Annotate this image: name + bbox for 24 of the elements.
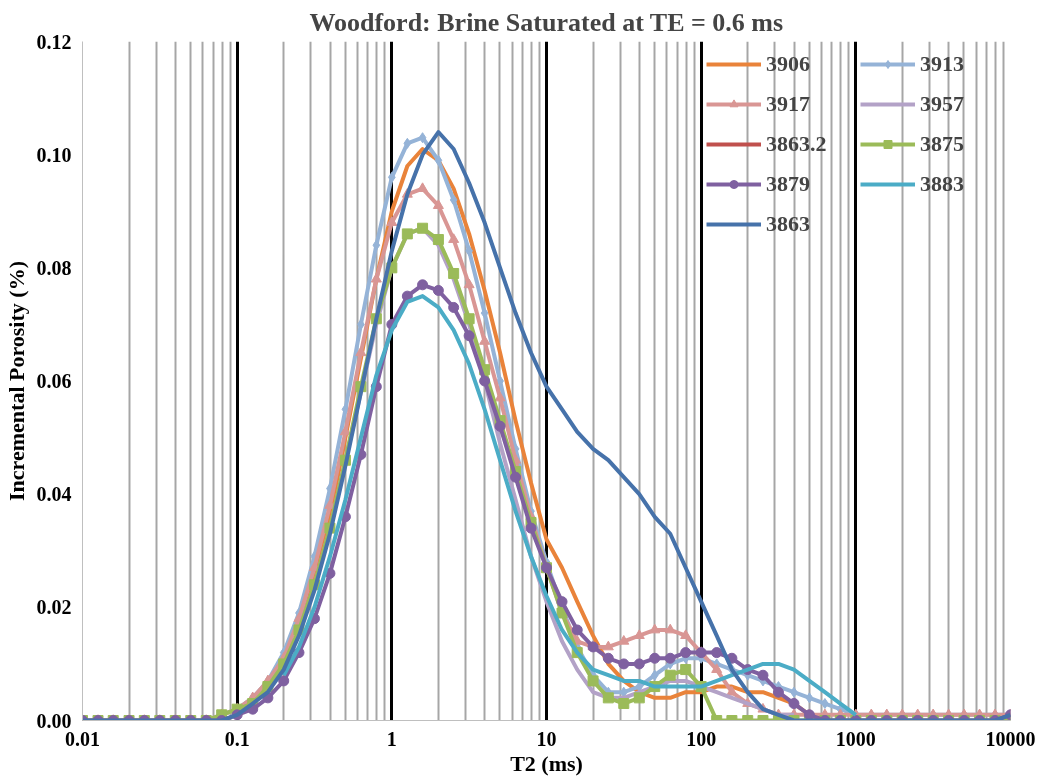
legend-label: 3879	[766, 171, 811, 197]
y-tick-label: 0.04	[36, 483, 72, 506]
x-tick-label: 10000	[985, 727, 1036, 750]
x-axis-title: T2 (ms)	[510, 750, 583, 776]
x-tick-label: 0.1	[224, 727, 250, 750]
y-tick-label: 0.12	[36, 30, 72, 53]
legend-label: 3863	[766, 211, 811, 237]
legend-label: 3913	[920, 51, 965, 77]
y-tick-label: 0.02	[36, 596, 72, 619]
x-tick-label: 1000	[835, 727, 876, 750]
x-tick-label: 10	[536, 727, 557, 750]
chart-title: Woodford: Brine Saturated at TE = 0.6 ms	[309, 7, 784, 37]
legend-label: 3917	[766, 91, 811, 117]
legend-label: 3883	[920, 171, 965, 197]
legend-label: 3875	[920, 131, 965, 157]
x-tick-label: 1	[386, 727, 397, 750]
legend-label: 3906	[766, 51, 811, 77]
y-axis-title: Incremental Porosity (%)	[3, 261, 29, 501]
legend-label: 3957	[920, 91, 965, 117]
y-tick-label: 0.10	[36, 143, 72, 166]
y-tick-label: 0.06	[36, 370, 72, 392]
x-tick-label: 100	[686, 727, 717, 750]
legend-label: 3863.2	[766, 131, 828, 157]
y-tick-label: 0.08	[36, 256, 72, 279]
